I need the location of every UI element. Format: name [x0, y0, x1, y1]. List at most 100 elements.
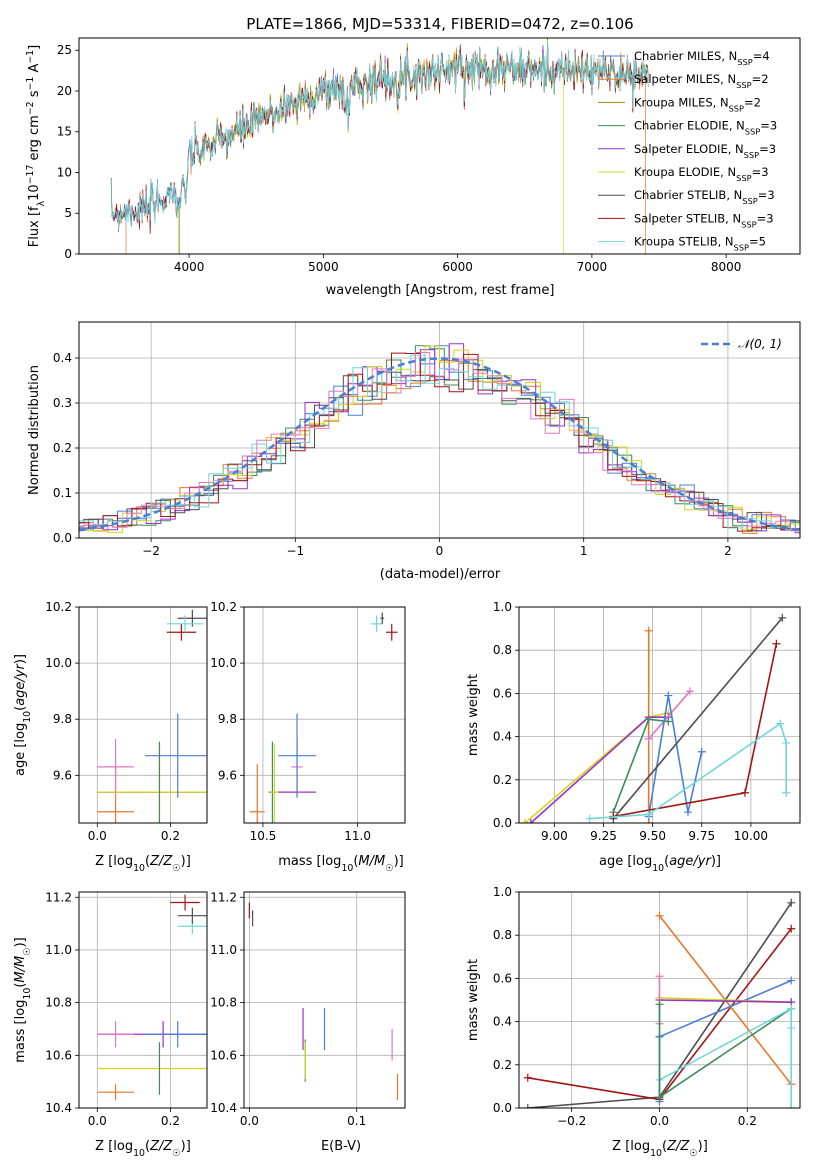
y-tick-label: 15 — [57, 125, 72, 139]
y-tick-label: 0.8 — [493, 643, 512, 657]
legend-entry: Salpeter STELIB, NSSP=3 — [634, 211, 774, 229]
y-tick-label: 1.0 — [493, 885, 512, 899]
mass-z-x-label: Z [log10(Z/Z☉)] — [95, 1139, 191, 1159]
y-tick-label: 0 — [64, 247, 72, 261]
legend-entry: Chabrier ELODIE, NSSP=3 — [634, 119, 777, 137]
y-tick-label: 0.4 — [53, 351, 72, 365]
y-tick-label: 11.0 — [45, 943, 72, 957]
y-tick-label: 0.1 — [53, 486, 72, 500]
weight-marker — [787, 924, 796, 933]
weight-marker — [644, 810, 653, 819]
hist-y-label: Normed distribution — [27, 365, 42, 495]
y-tick-label: 11.2 — [45, 890, 72, 904]
y-tick-label: 11.0 — [210, 943, 237, 957]
x-tick-label: 0.0 — [88, 1114, 107, 1128]
weight-marker — [787, 1104, 796, 1108]
weight-age-y-label: mass weight — [466, 674, 481, 756]
y-tick-label: 10.6 — [45, 1048, 72, 1062]
axes-frame — [78, 37, 801, 255]
weight-line — [612, 617, 783, 820]
gaussian-curve — [79, 357, 800, 532]
axes-frame — [243, 606, 406, 824]
weight-marker — [740, 788, 749, 797]
weight-marker — [644, 734, 653, 743]
axes-frame — [243, 891, 406, 1109]
weight-z-x-label: Z [log10(Z/Z☉)] — [612, 1139, 708, 1159]
weight-marker — [526, 819, 535, 823]
y-tick-label: 10.0 — [45, 656, 72, 670]
axes-frame — [518, 891, 801, 1109]
plot-area — [520, 613, 791, 823]
x-tick-label: 0.2 — [738, 1114, 757, 1128]
y-tick-label: 9.8 — [218, 712, 237, 726]
plot-area — [110, 38, 649, 254]
y-tick-label: 0.2 — [493, 773, 512, 787]
y-tick-label: 10.2 — [45, 600, 72, 614]
weight-z-y-label: mass weight — [466, 959, 481, 1041]
weight-marker — [655, 911, 664, 920]
weight-line — [612, 718, 669, 813]
weight-marker — [523, 1104, 532, 1108]
y-tick-label: 0.2 — [493, 1058, 512, 1072]
weight-line — [647, 695, 703, 817]
legend-entry: Chabrier STELIB, NSSP=3 — [634, 188, 775, 206]
spectrum-y-label: Flux [fλ10−17 erg cm−2 s−1 A−1] — [25, 45, 47, 247]
legend-entry: Kroupa STELIB, NSSP=5 — [634, 235, 766, 253]
weight-marker — [655, 1000, 664, 1009]
weight-marker — [644, 626, 653, 635]
y-tick-label: 10.6 — [210, 1048, 237, 1062]
weight-line — [659, 979, 792, 1038]
weight-line — [659, 1007, 792, 1098]
y-tick-label: 20 — [57, 84, 72, 98]
y-tick-label: 9.6 — [53, 768, 72, 782]
x-tick-label: 10.00 — [734, 829, 768, 843]
plot-area — [97, 609, 207, 823]
x-tick-label: 0.2 — [161, 829, 180, 843]
legend-entry: Kroupa ELODIE, NSSP=3 — [634, 165, 769, 183]
y-tick-label: 10.8 — [210, 996, 237, 1010]
y-tick-label: 10.8 — [45, 996, 72, 1010]
weight-line — [648, 690, 691, 740]
weight-marker — [585, 814, 594, 823]
x-tick-label: 9.00 — [541, 829, 568, 843]
weight-marker — [782, 739, 791, 748]
y-tick-label: 10 — [57, 165, 72, 179]
weight-age-x-label: age [log10(age/yr)] — [599, 854, 721, 874]
weight-marker — [787, 976, 796, 985]
weight-marker — [664, 717, 673, 726]
x-tick-label: 0.2 — [161, 1114, 180, 1128]
x-tick-label: 0.0 — [88, 829, 107, 843]
axes-frame — [78, 891, 208, 1109]
weight-marker — [520, 819, 529, 823]
y-tick-label: 0.0 — [493, 816, 512, 830]
plot-area — [248, 902, 399, 1101]
x-tick-label: 9.25 — [590, 829, 617, 843]
weight-marker — [655, 1093, 664, 1102]
weight-marker — [683, 808, 692, 817]
x-tick-label: 1 — [580, 544, 588, 558]
legend-entry: Chabrier MILES, NSSP=4 — [634, 49, 770, 67]
hist-x-label: (data-model)/error — [380, 567, 501, 582]
x-tick-label: 0 — [436, 544, 444, 558]
age-mass-x-label: mass [log10(M/M☉)] — [278, 854, 404, 874]
x-tick-label: 9.50 — [639, 829, 666, 843]
plot-area — [79, 343, 800, 534]
weight-marker — [782, 788, 791, 797]
x-tick-label: 9.75 — [688, 829, 715, 843]
age-z-y-label: age [log10(age/yr)] — [13, 654, 33, 776]
plot-area — [249, 612, 398, 823]
legend-entry: Kroupa MILES, NSSP=2 — [634, 95, 761, 113]
y-tick-label: 10.4 — [210, 1101, 237, 1115]
weight-line — [530, 716, 669, 823]
weight-marker — [664, 691, 673, 700]
weight-marker — [787, 1004, 796, 1013]
weight-marker — [685, 687, 694, 696]
y-tick-label: 0.2 — [53, 441, 72, 455]
legend-entry: Salpeter MILES, NSSP=2 — [634, 72, 769, 90]
x-tick-label: −2 — [142, 544, 160, 558]
y-tick-label: 0.0 — [493, 1101, 512, 1115]
y-tick-label: 5 — [64, 206, 72, 220]
x-tick-label: 7000 — [577, 260, 608, 274]
y-tick-label: 10.0 — [210, 656, 237, 670]
